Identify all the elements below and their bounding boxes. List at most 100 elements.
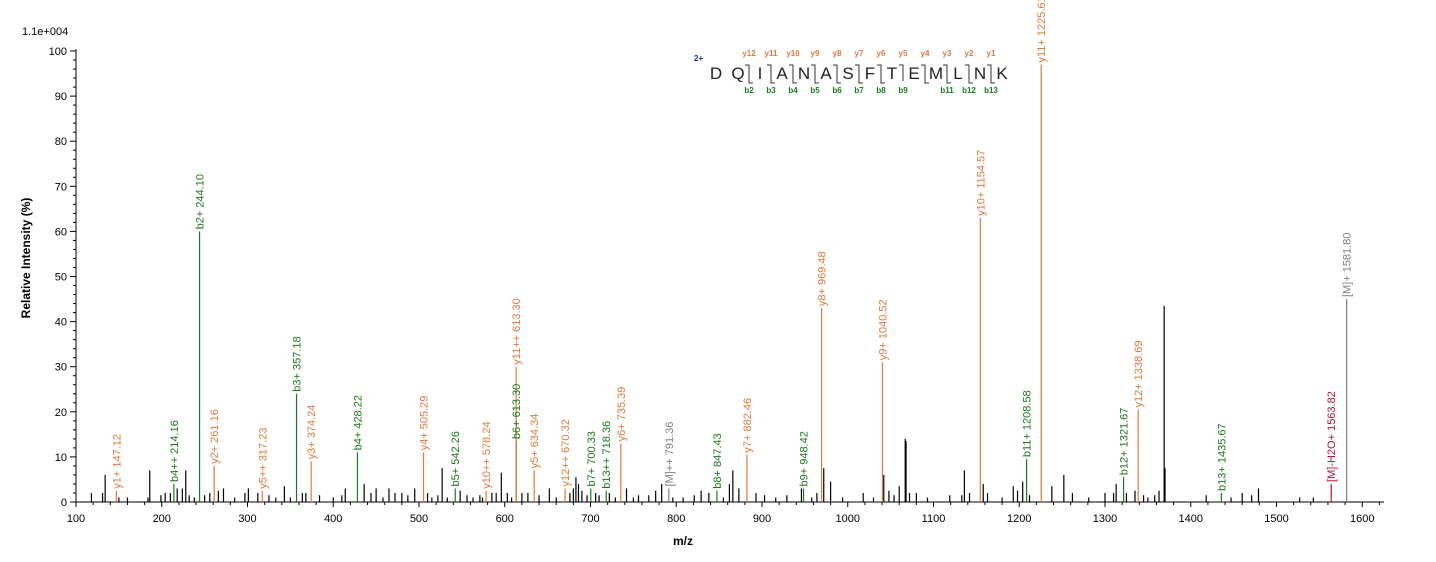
y-ion-marker: y10	[786, 49, 800, 58]
b-fragment-bracket	[924, 73, 929, 84]
y-ion-marker: y7	[855, 49, 864, 58]
y-tick-label: 30	[55, 362, 67, 374]
x-tick-label: 800	[667, 513, 685, 525]
b-ion-marker: b12	[962, 86, 976, 95]
peak-label: y2+ 261.16	[209, 409, 221, 464]
b-ion-marker: b5	[810, 86, 820, 95]
peak-label: b4+ 428.22	[352, 395, 364, 450]
peak-label: b4++ 214.16	[169, 420, 181, 482]
b-fragment-bracket	[946, 73, 951, 84]
sequence-residue: A	[820, 64, 832, 83]
y-ion-marker: y5	[899, 49, 908, 58]
b-fragment-bracket	[990, 73, 995, 84]
x-tick-label: 700	[581, 513, 599, 525]
b-ion-marker: b7	[854, 86, 864, 95]
peak-label: y10++ 578.24	[481, 421, 493, 488]
y-tick-label: 70	[55, 181, 67, 193]
y-tick-label: 80	[55, 136, 67, 148]
peak-label: y5++ 317.23	[257, 428, 269, 489]
x-tick-label: 200	[153, 513, 171, 525]
x-tick-label: 600	[496, 513, 514, 525]
y-tick-label: 40	[55, 317, 67, 329]
sequence-residue: L	[953, 64, 962, 83]
y-fragment-bracket	[745, 64, 750, 81]
sequence-residue: T	[887, 64, 897, 83]
sequence-residue: A	[776, 64, 788, 83]
x-tick-label: 1600	[1350, 513, 1374, 525]
b-ion-marker: b2	[744, 86, 754, 95]
b-ion-marker: b8	[876, 86, 886, 95]
y-fragment-bracket	[789, 64, 794, 81]
y-tick-label: 60	[55, 226, 67, 238]
b-fragment-bracket	[792, 73, 797, 84]
x-tick-label: 500	[410, 513, 428, 525]
y-tick-label: 20	[55, 407, 67, 419]
peak-label: b5+ 542.26	[450, 431, 462, 486]
y-ion-marker: y12	[742, 49, 756, 58]
y-fragment-bracket	[943, 64, 948, 81]
peak-label: y1+ 147.12	[111, 434, 123, 489]
peak-label: b8+ 847.43	[712, 433, 724, 488]
peak-label: y12+ 1338.69	[1133, 341, 1145, 408]
peak-label: y8+ 969.48	[817, 251, 829, 306]
y-fragment-bracket	[833, 64, 838, 81]
y-fragment-bracket	[965, 64, 970, 81]
sequence-residue: N	[974, 64, 986, 83]
peak-label: y4+ 505.29	[419, 396, 431, 451]
y-tick-label: 50	[55, 272, 67, 284]
y-fragment-bracket	[855, 64, 860, 81]
b-ion-marker: b13	[984, 86, 998, 95]
x-tick-label: 300	[238, 513, 256, 525]
x-tick-label: 400	[324, 513, 342, 525]
peak-label: b13+ 1435.67	[1216, 423, 1228, 491]
peak-label: b13++ 718.36	[601, 421, 613, 489]
y-ion-marker: y1	[987, 49, 996, 58]
sequence-residue: S	[842, 64, 853, 83]
y-ion-marker: y8	[833, 49, 842, 58]
b-ion-marker: b3	[766, 86, 776, 95]
b-fragment-bracket	[858, 73, 863, 84]
intensity-scale-label: 1.1e+004	[22, 26, 68, 38]
peak-label: b9+ 948.42	[799, 431, 811, 486]
x-tick-label: 1100	[922, 513, 946, 525]
b-ion-marker: b4	[788, 86, 798, 95]
x-tick-label: 100	[67, 513, 85, 525]
peak-label: b3+ 357.18	[292, 336, 304, 391]
y-fragment-bracket	[899, 64, 904, 81]
y-fragment-bracket	[921, 64, 926, 81]
y-ion-marker: y2	[965, 49, 974, 58]
axes-group: 100 200 300 400 500 600 700 800 900 1000 1100 1200 1…	[49, 46, 1384, 525]
peak-label: y9+ 1040.52	[877, 299, 889, 360]
peak-label: y11+ 1225.61	[1036, 0, 1048, 63]
y-fragment-bracket	[877, 64, 882, 81]
peak-label: y7+ 882.46	[742, 398, 754, 453]
peak-label: y6+ 735.39	[616, 387, 628, 442]
peak-label: [M]-H2O+ 1563.82	[1326, 391, 1338, 482]
sequence-residue: E	[908, 64, 919, 83]
peak-label: b2+ 244.10	[195, 174, 207, 229]
sequence-residue: F	[865, 64, 875, 83]
x-axis-title: m/z	[673, 534, 693, 548]
sequence-residue: K	[996, 64, 1008, 83]
peak-label: [M]++ 791.36	[664, 422, 676, 487]
charge-state-label: 2+	[694, 54, 703, 63]
sequence-residue: I	[758, 64, 763, 83]
sequence-residue: M	[929, 64, 943, 83]
y-tick-label: 100	[49, 46, 67, 58]
y-tick-label: 0	[61, 497, 67, 509]
peak-label: b12+ 1321.67	[1119, 408, 1131, 476]
peak-label: y12++ 670.32	[560, 419, 572, 486]
x-tick-label: 1300	[1093, 513, 1117, 525]
y-ion-marker: y9	[811, 49, 820, 58]
b-fragment-bracket	[836, 73, 841, 84]
sequence-residue: N	[798, 64, 810, 83]
b-fragment-bracket	[814, 73, 819, 84]
x-tick-label: 1200	[1007, 513, 1031, 525]
x-tick-label: 1500	[1264, 513, 1288, 525]
b-ion-marker: b9	[898, 86, 908, 95]
x-tick-label: 1000	[836, 513, 860, 525]
y-ion-marker: y3	[943, 49, 952, 58]
b-fragment-bracket	[880, 73, 885, 84]
